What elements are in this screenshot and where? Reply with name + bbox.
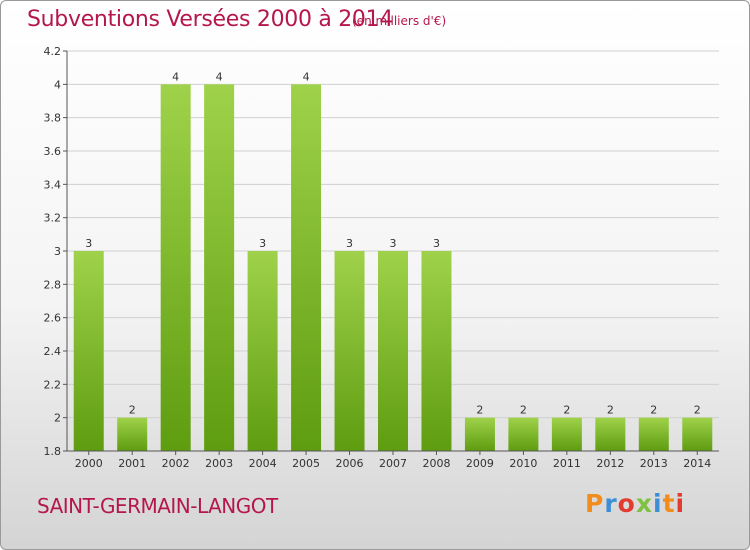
bar-2001 — [117, 417, 148, 451]
x-tick-label: 2010 — [509, 457, 537, 470]
value-label: 2 — [650, 404, 657, 417]
y-tick-label: 2.6 — [44, 312, 62, 325]
bar-2013 — [638, 417, 669, 451]
x-tick-label: 2003 — [205, 457, 233, 470]
bar-2004 — [247, 251, 278, 451]
x-tick-label: 2004 — [249, 457, 277, 470]
value-label: 4 — [303, 70, 310, 83]
x-tick-label: 2001 — [118, 457, 146, 470]
y-tick-label: 1.8 — [44, 445, 62, 458]
value-label: 4 — [216, 70, 223, 83]
value-labels: 3 2 4 4 3 4 3 3 3 2 2 2 2 2 2 — [85, 70, 701, 416]
logo-letter: t — [662, 489, 676, 518]
value-label: 3 — [259, 237, 266, 250]
bar-2007 — [378, 251, 408, 451]
bar-2006 — [334, 251, 365, 451]
axes — [66, 51, 719, 452]
bar-2008 — [421, 251, 452, 451]
x-tick-label: 2009 — [466, 457, 494, 470]
x-tick-label: 2002 — [162, 457, 190, 470]
y-axis-ticks: 1.8 2 2.2 2.4 2.6 2.8 3 3.2 3.4 3.6 3.8 4 4.2 — [44, 45, 67, 458]
x-tick-label: 2012 — [596, 457, 624, 470]
value-label: 4 — [172, 70, 179, 83]
x-tick-label: 2000 — [75, 457, 103, 470]
x-tick-label: 2006 — [336, 457, 364, 470]
bar-2012 — [595, 417, 626, 451]
logo-letter: r — [604, 489, 618, 518]
y-tick-label: 3 — [54, 245, 61, 258]
logo-letter: i — [675, 489, 686, 518]
y-tick-label: 3.8 — [44, 112, 62, 125]
value-label: 3 — [433, 237, 440, 250]
bar-2005 — [291, 84, 322, 451]
y-tick-label: 2.8 — [44, 278, 62, 291]
bars — [73, 84, 713, 451]
x-tick-label: 2014 — [683, 457, 711, 470]
value-label: 2 — [476, 404, 483, 417]
value-label: 2 — [520, 404, 527, 417]
y-tick-label: 4 — [54, 78, 61, 91]
commune-name: SAINT-GERMAIN-LANGOT — [37, 494, 278, 518]
bar-2010 — [508, 417, 539, 451]
bar-2014 — [682, 417, 713, 451]
x-tick-label: 2013 — [640, 457, 668, 470]
value-label: 2 — [129, 404, 136, 417]
value-label: 2 — [694, 404, 701, 417]
x-tick-label: 2011 — [553, 457, 581, 470]
y-tick-label: 4.2 — [44, 45, 62, 58]
value-label: 3 — [390, 237, 397, 250]
logo-letter: P — [585, 489, 605, 518]
value-label: 2 — [563, 404, 570, 417]
x-axis-ticks: 2000 2001 2002 2003 2004 2005 2006 2007 2008 2009… — [75, 451, 711, 470]
x-tick-label: 2008 — [422, 457, 450, 470]
bar-2000 — [73, 251, 104, 451]
y-tick-label: 2 — [54, 412, 61, 425]
x-tick-label: 2005 — [292, 457, 320, 470]
value-label: 2 — [607, 404, 614, 417]
bar-2009 — [464, 417, 495, 451]
y-tick-label: 2.4 — [44, 345, 62, 358]
unit-label: (en milliers d'€) — [352, 14, 447, 28]
y-tick-label: 2.2 — [44, 378, 62, 391]
y-tick-label: 3.6 — [44, 145, 62, 158]
value-label: 3 — [346, 237, 353, 250]
proxiti-logo: Proxiti — [585, 489, 685, 518]
chart-title: Subventions Versées 2000 à 2014 — [27, 7, 394, 32]
bar-2002 — [160, 84, 191, 451]
y-tick-label: 3.2 — [44, 212, 62, 225]
logo-letter: x — [635, 489, 653, 518]
x-tick-label: 2007 — [379, 457, 407, 470]
bar-2011 — [551, 417, 582, 451]
logo-letter: i — [653, 489, 663, 518]
value-label: 3 — [85, 237, 92, 250]
y-tick-label: 3.4 — [44, 178, 62, 191]
logo-letter: o — [617, 489, 636, 518]
bar-2003 — [204, 84, 235, 451]
